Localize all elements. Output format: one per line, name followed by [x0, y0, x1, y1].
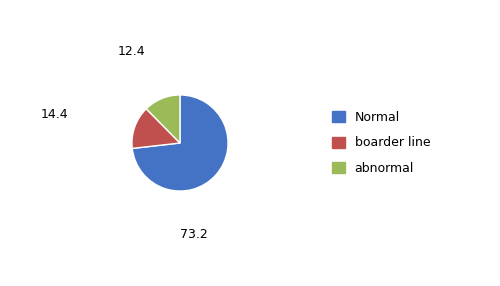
Text: 14.4: 14.4 [40, 108, 68, 121]
Wedge shape [132, 109, 180, 148]
Wedge shape [146, 95, 180, 143]
Legend: Normal, boarder line, abnormal: Normal, boarder line, abnormal [332, 111, 430, 175]
Wedge shape [132, 95, 228, 191]
Text: 73.2: 73.2 [180, 228, 208, 241]
Text: 12.4: 12.4 [118, 45, 145, 58]
